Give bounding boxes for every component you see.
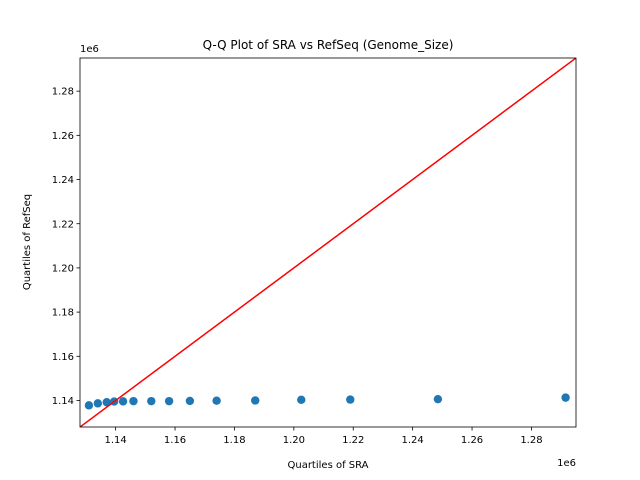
data-point-13 [433, 394, 443, 404]
x-axis-label: Quartiles of SRA [287, 460, 368, 471]
data-point-1 [93, 399, 103, 408]
x-tick-label-1: 1.16 [164, 435, 186, 446]
data-point-10 [251, 396, 260, 405]
x-tick-label-5: 1.24 [402, 435, 424, 446]
data-point-2 [102, 398, 111, 407]
y-tick-label-1: 1.16 [52, 352, 74, 363]
x-tick-label-2: 1.18 [223, 435, 245, 446]
x-tick-label-7: 1.28 [520, 435, 542, 446]
data-point-8 [185, 396, 195, 406]
data-point-6 [147, 396, 156, 406]
y-tick-label-4: 1.22 [52, 219, 74, 230]
y-axis: 1.14 1.16 1.18 1.20 1.22 1.24 1.26 1.28 [52, 87, 80, 407]
y-tick-label-7: 1.28 [52, 87, 74, 98]
y-axis-label: Quartiles of RefSeq [22, 194, 33, 290]
data-point-4 [118, 397, 128, 406]
data-point-12 [346, 395, 355, 404]
data-layer [80, 58, 576, 427]
y-tick-label-3: 1.20 [52, 264, 74, 275]
x-tick-label-0: 1.14 [105, 435, 127, 446]
data-point-0 [84, 401, 94, 410]
y-tick-label-5: 1.24 [52, 175, 74, 186]
y-offset-label: 1e6 [80, 44, 99, 55]
x-offset-label: 1e6 [557, 458, 576, 469]
y-tick-label-6: 1.26 [52, 131, 74, 142]
data-point-9 [212, 396, 221, 405]
reference-line [80, 58, 576, 427]
data-point-5 [129, 396, 138, 406]
data-point-14 [561, 393, 570, 402]
chart-title: Q-Q Plot of SRA vs RefSeq (Genome_Size) [203, 38, 454, 52]
x-axis: 1.14 1.16 1.18 1.20 1.22 1.24 1.26 1.28 [105, 427, 543, 446]
x-tick-label-4: 1.22 [342, 435, 364, 446]
data-point-11 [297, 395, 306, 405]
x-tick-label-6: 1.26 [461, 435, 483, 446]
x-tick-label-3: 1.20 [283, 435, 305, 446]
y-tick-label-0: 1.14 [52, 396, 74, 407]
y-tick-label-2: 1.18 [52, 308, 74, 319]
axes-frame [79, 57, 577, 428]
data-point-7 [164, 396, 174, 406]
